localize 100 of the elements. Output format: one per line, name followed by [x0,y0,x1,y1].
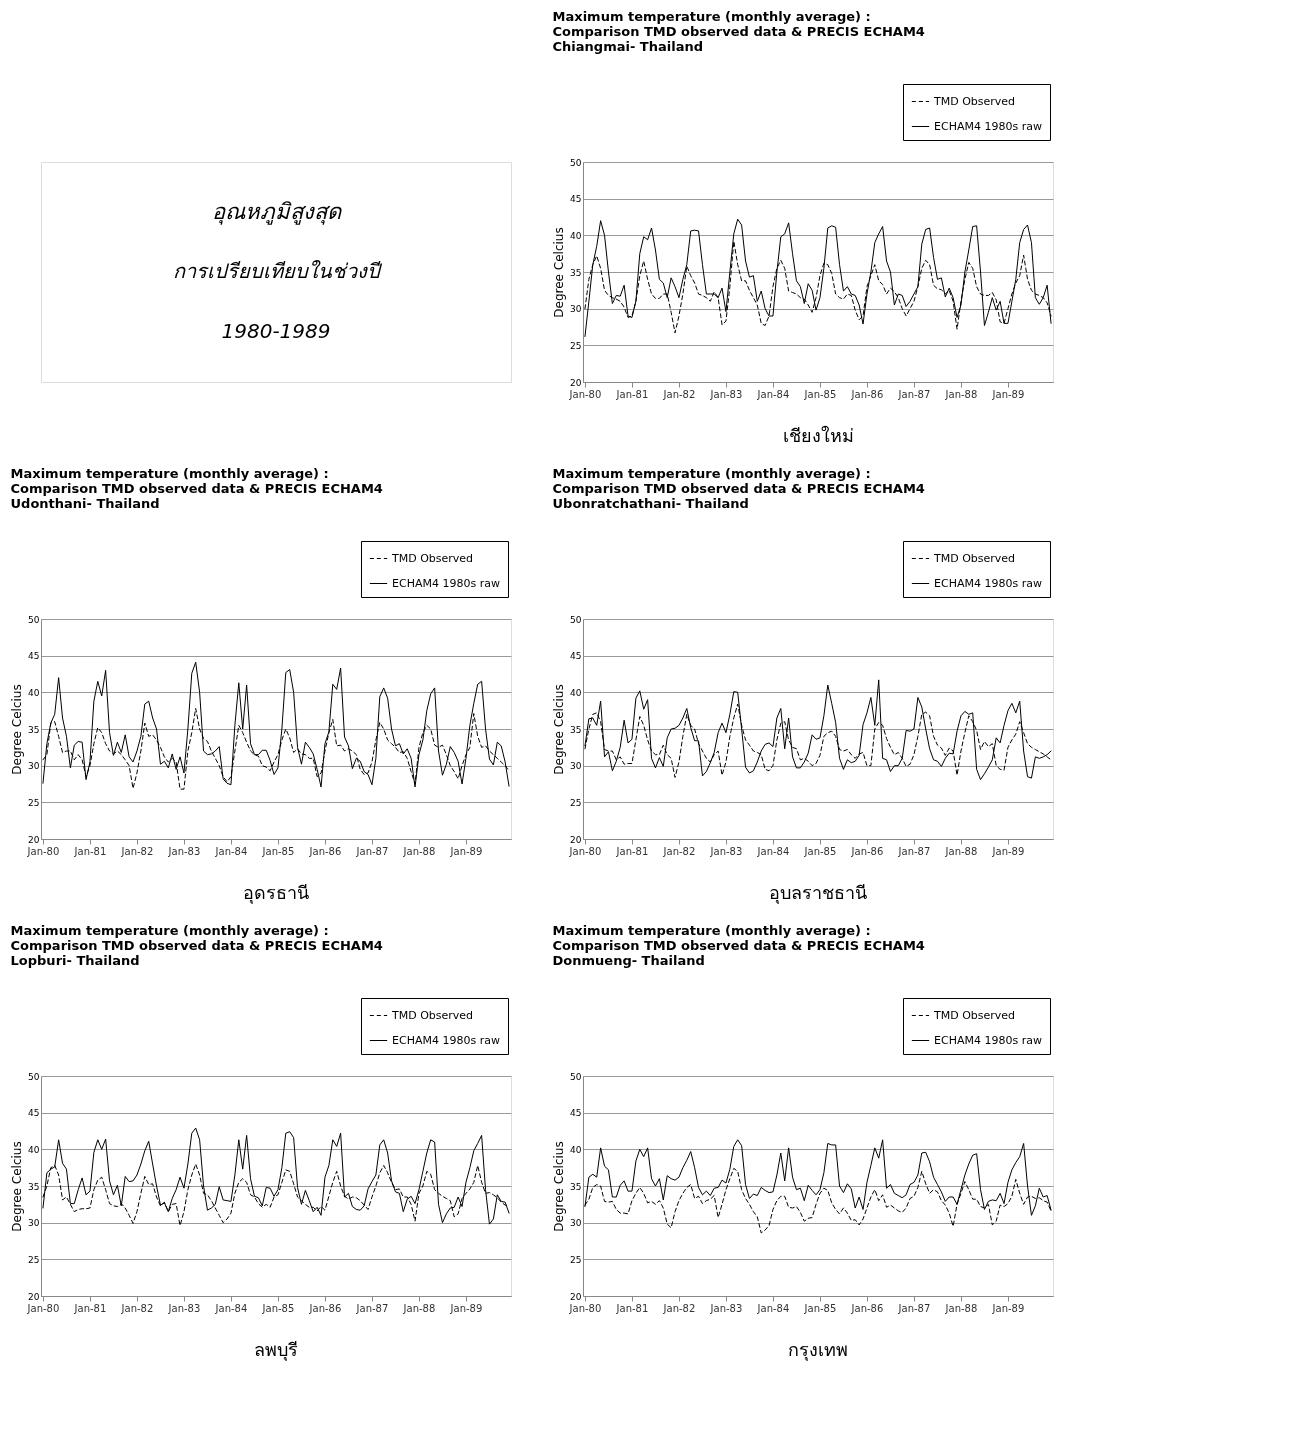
text: 1980-1989 [221,319,331,343]
x-tick-label: Jan-87 [897,845,931,857]
x-tick-label: Jan-85 [261,1302,295,1314]
x-tick-label: Jan-84 [214,845,248,857]
x-tick-label: Jan-86 [850,388,884,400]
x-tick-label: Jan-86 [308,845,342,857]
x-tick-label: Jan-84 [756,1302,790,1314]
y-tick-label: 30 [570,761,582,772]
x-tick-label: Jan-82 [120,845,154,857]
x-tick-label: Jan-82 [120,1302,154,1314]
x-tick-label: Jan-89 [991,845,1025,857]
legend-label: ECHAM4 1980s raw [934,1033,1042,1047]
x-tick-label: Jan-88 [944,1302,978,1314]
y-tick-label: 40 [28,1144,40,1155]
legend-label: ECHAM4 1980s raw [392,576,500,590]
y-axis-title: Degree Celcius [10,1141,25,1232]
x-tick-label: Jan-88 [944,845,978,857]
y-tick-label: 25 [28,1254,40,1265]
x-tick-label: Jan-81 [615,845,649,857]
y-tick-label: 20 [570,377,582,388]
x-tick-label: Jan-85 [803,388,837,400]
y-tick-label: 35 [570,267,582,278]
legend-label: TMD Observed [933,1008,1016,1022]
chart-title: Maximum temperature (monthly average) : Comparison TMD observed data & PRECIS ECHAM4 Lopburi- Thailand [10,922,383,968]
x-tick-label: Jan-81 [73,1302,107,1314]
chart-title: Maximum temperature (monthly average) : Comparison TMD observed data & PRECIS ECHAM4 Ubonratchathani- Thailand [552,465,925,511]
y-tick-label: 25 [570,1254,582,1265]
y-tick-label: 25 [570,340,582,351]
x-tick-label: Jan-83 [167,1302,201,1314]
y-tick-label: 45 [570,1108,582,1119]
x-tick-label: Jan-80 [26,845,60,857]
text: อุณหภูมิสูงสุด [211,199,343,225]
x-tick-label: Jan-86 [308,1302,342,1314]
y-tick-label: 20 [570,834,582,845]
x-tick-label: Jan-82 [662,1302,696,1314]
x-tick-label: Jan-88 [402,845,436,857]
x-tick-label: Jan-83 [709,388,743,400]
y-tick-label: 50 [28,1071,40,1082]
x-tick-label: Jan-83 [709,845,743,857]
chart-title: Maximum temperature (monthly average) : Comparison TMD observed data & PRECIS ECHAM4 Chiangmai- Thailand [552,8,925,54]
line-series [42,661,510,788]
y-axis-title: Degree Celcius [552,684,567,775]
y-tick-label: 40 [28,687,40,698]
x-tick-label: Jan-80 [26,1302,60,1314]
y-tick-label: 45 [28,1108,40,1119]
y-tick-label: 45 [28,651,40,662]
x-tick-label: Jan-81 [615,1302,649,1314]
chart-title: Maximum temperature (monthly average) : Comparison TMD observed data & PRECIS ECHAM4 Udonthani- Thailand [10,465,383,511]
legend-label: TMD Observed [391,551,474,565]
legend-label: TMD Observed [933,551,1016,565]
text: การเปรียบเทียบในช่วงปี [172,259,383,283]
chart-title: Maximum temperature (monthly average) : Comparison TMD observed data & PRECIS ECHAM4 Donmueng- Thailand [552,922,925,968]
y-tick-label: 40 [570,1144,582,1155]
y-tick-label: 20 [28,834,40,845]
x-tick-label: Jan-84 [756,388,790,400]
y-tick-label: 45 [570,194,582,205]
x-tick-label: Jan-89 [449,1302,483,1314]
y-tick-label: 50 [570,1071,582,1082]
y-tick-label: 25 [28,797,40,808]
y-tick-label: 30 [570,304,582,315]
y-tick-label: 50 [28,614,40,625]
y-tick-label: 25 [570,797,582,808]
legend-label: TMD Observed [933,94,1016,108]
x-tick-label: Jan-87 [355,1302,389,1314]
y-tick-label: 50 [570,614,582,625]
legend-label: ECHAM4 1980s raw [934,576,1042,590]
x-tick-label: Jan-80 [568,1302,602,1314]
y-tick-label: 35 [570,724,582,735]
text: กรุงเทพ [788,1339,848,1361]
y-tick-label: 35 [28,1181,40,1192]
y-tick-label: 35 [28,724,40,735]
y-tick-label: 20 [28,1291,40,1302]
y-tick-label: 20 [570,1291,582,1302]
x-tick-label: Jan-81 [73,845,107,857]
y-tick-label: 30 [570,1218,582,1229]
x-tick-label: Jan-82 [662,845,696,857]
x-tick-label: Jan-88 [944,388,978,400]
x-tick-label: Jan-82 [662,388,696,400]
y-tick-label: 35 [570,1181,582,1192]
legend-label: ECHAM4 1980s raw [934,119,1042,133]
x-tick-label: Jan-89 [449,845,483,857]
text: เชียงใหม่ [782,425,854,446]
x-tick-label: Jan-86 [850,845,884,857]
y-axis-title: Degree Celcius [552,1141,567,1232]
y-tick-label: 40 [570,687,582,698]
x-tick-label: Jan-83 [709,1302,743,1314]
text: ลพบุรี [254,1339,298,1361]
y-tick-label: 30 [28,761,40,772]
y-axis-title: Degree Celcius [552,227,567,318]
y-axis-title: Degree Celcius [10,684,25,775]
x-tick-label: Jan-85 [261,845,295,857]
x-tick-label: Jan-85 [803,845,837,857]
y-tick-label: 50 [570,157,582,168]
x-tick-label: Jan-89 [991,1302,1025,1314]
legend-label: TMD Observed [391,1008,474,1022]
y-tick-label: 45 [570,651,582,662]
text: อุดรธานี [243,882,309,904]
line-series [42,1127,510,1225]
x-tick-label: Jan-83 [167,845,201,857]
y-tick-label: 30 [28,1218,40,1229]
